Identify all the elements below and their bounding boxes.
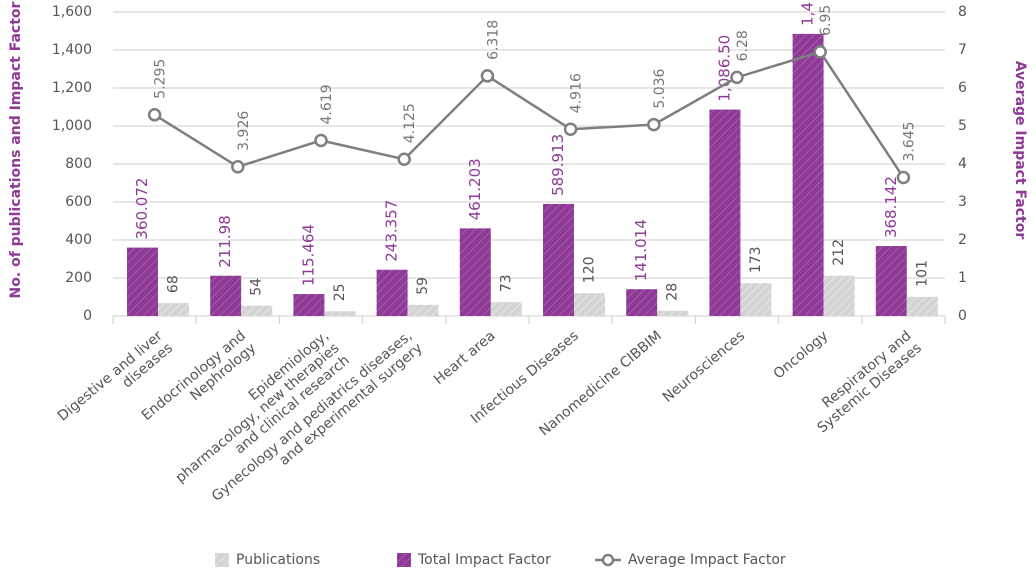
data-label: 3.926	[236, 111, 252, 151]
bar	[709, 109, 741, 316]
data-label: 589.913	[549, 134, 567, 196]
x-tick-label: Heart area	[431, 328, 498, 388]
data-label: 28	[665, 283, 681, 301]
marker	[730, 70, 744, 85]
data-label: 141.014	[632, 219, 650, 281]
marker	[813, 45, 827, 59]
y2-tick-label: 1	[958, 270, 967, 286]
data-label: 211.98	[216, 215, 234, 268]
bar	[792, 33, 824, 316]
legend-swatch	[215, 553, 229, 567]
bar	[543, 203, 574, 316]
y2-tick-label: 0	[958, 308, 967, 324]
legend-label: Publications	[236, 552, 320, 568]
y2-tick-label: 5	[958, 118, 967, 134]
data-label: 101	[914, 260, 930, 287]
data-label: 212	[831, 239, 847, 266]
marker	[314, 133, 328, 148]
y-tick-label: 1,000	[52, 118, 92, 134]
bar	[626, 289, 658, 316]
bar	[376, 269, 408, 316]
marker	[231, 160, 245, 174]
marker	[397, 152, 411, 166]
bar	[127, 247, 158, 316]
y2-axis-title: Average Impact Factor	[1012, 61, 1028, 240]
bar	[210, 275, 242, 316]
bar	[241, 305, 273, 316]
data-label: 3.645	[901, 121, 917, 161]
bar	[459, 228, 491, 316]
bar	[823, 275, 855, 316]
data-label: 1,4	[799, 2, 817, 26]
y2-tick-label: 8	[958, 4, 967, 20]
data-label: 1,086.50	[715, 35, 733, 102]
bar	[490, 302, 522, 316]
data-label: 120	[582, 256, 598, 283]
bar	[324, 311, 356, 316]
y2-tick-label: 2	[958, 232, 967, 248]
data-label: 243.357	[383, 200, 401, 262]
bar	[293, 294, 325, 316]
y2-tick-label: 4	[958, 156, 967, 172]
data-label: 368.142	[882, 176, 900, 238]
data-label: 59	[415, 277, 431, 295]
data-label: 4.916	[569, 73, 585, 113]
legend-label: Total Impact Factor	[417, 552, 551, 568]
data-label: 461.203	[466, 158, 484, 220]
y2-tick-label: 6	[958, 80, 967, 96]
marker	[647, 117, 661, 132]
y-tick-label: 800	[65, 156, 92, 172]
marker	[480, 69, 495, 83]
data-label: 54	[249, 278, 265, 296]
data-label: 73	[498, 274, 514, 292]
marker	[896, 170, 911, 185]
data-label: 173	[748, 246, 764, 273]
marker	[147, 108, 162, 122]
y-tick-label: 600	[65, 194, 92, 210]
data-label: 6.95	[818, 5, 834, 36]
legend-label: Average Impact Factor	[628, 552, 786, 568]
bar	[574, 293, 605, 316]
data-label: 6.28	[735, 30, 751, 61]
y-axis-title: No. of publications and Impact Factor	[8, 1, 24, 298]
marker	[563, 122, 578, 136]
data-label: 5.036	[652, 68, 668, 108]
x-tick-label: Digestive and liverdiseases	[55, 328, 176, 437]
x-tick-label: Oncology	[771, 328, 832, 383]
data-label: 25	[332, 283, 348, 301]
bar	[875, 246, 907, 316]
bar	[740, 283, 772, 316]
legend-swatch	[397, 553, 411, 567]
bar	[158, 303, 189, 316]
data-label: 6.318	[485, 20, 501, 60]
y-tick-label: 1,600	[52, 4, 92, 20]
data-label: 4.125	[402, 103, 418, 143]
bar	[657, 310, 689, 316]
y-tick-label: 200	[65, 270, 92, 286]
y2-tick-label: 3	[958, 194, 967, 210]
data-label: 360.072	[133, 178, 151, 240]
x-tick-label: Neurosciences	[660, 328, 748, 406]
bar	[906, 296, 938, 316]
line	[153, 50, 905, 179]
y-tick-label: 0	[83, 308, 92, 324]
data-label: 115.464	[299, 224, 317, 286]
data-label: 4.619	[319, 84, 335, 124]
y2-tick-label: 7	[958, 42, 967, 58]
data-label: 68	[166, 275, 182, 293]
bar	[407, 304, 439, 316]
legend-swatch	[601, 553, 615, 567]
y-tick-label: 1,400	[52, 42, 92, 58]
data-label: 5.295	[153, 59, 169, 99]
y-tick-label: 400	[65, 232, 92, 248]
y-tick-label: 1,200	[52, 80, 92, 96]
